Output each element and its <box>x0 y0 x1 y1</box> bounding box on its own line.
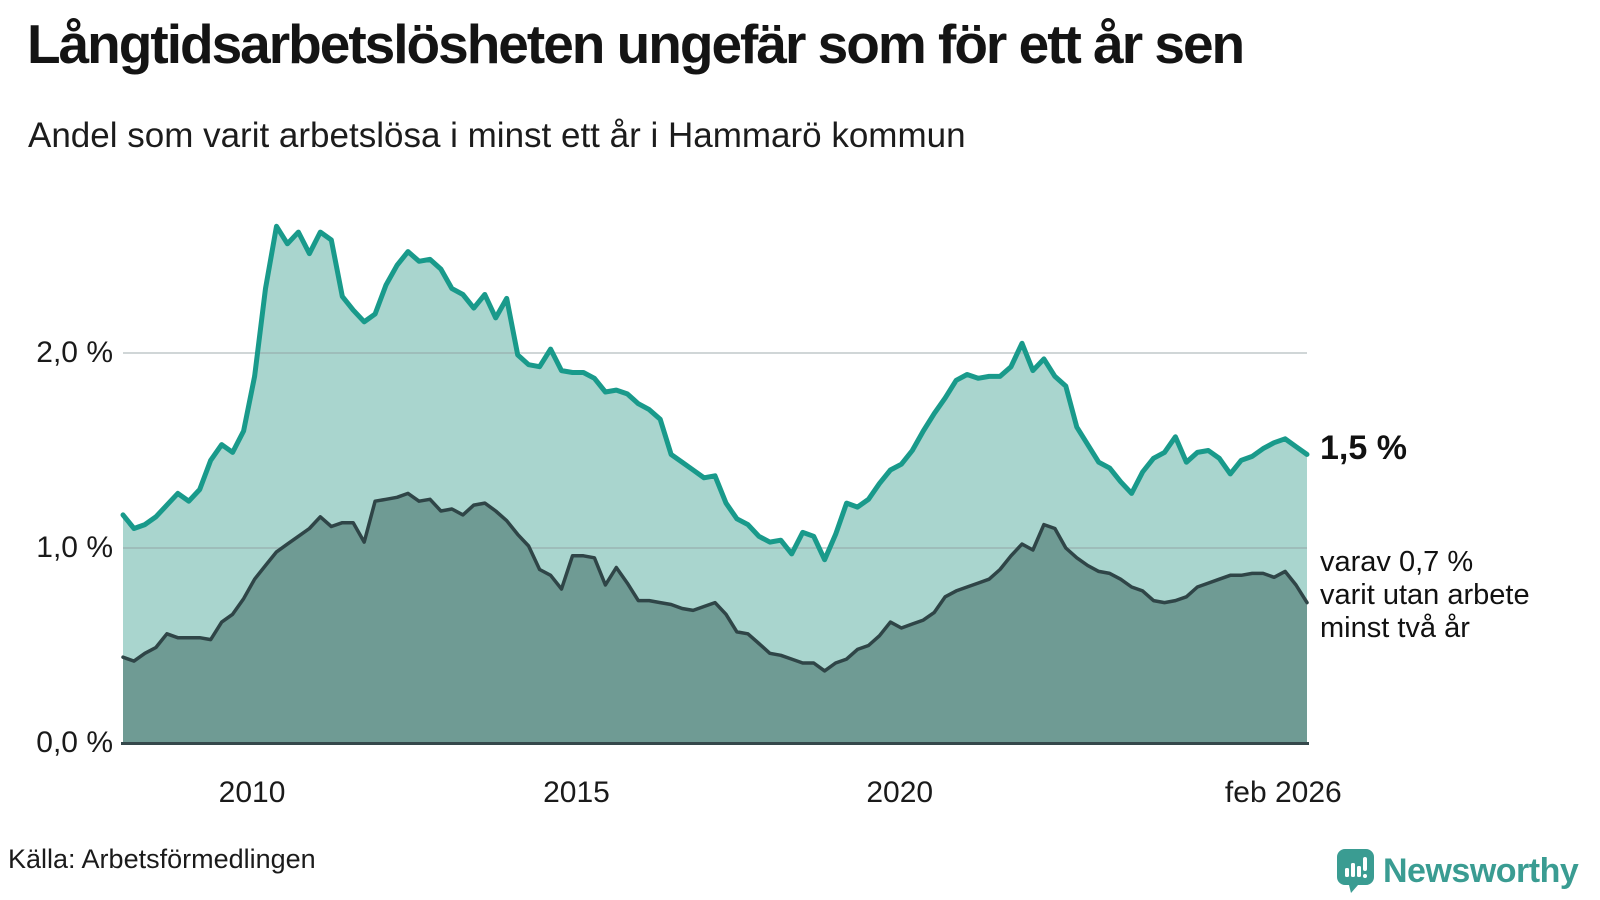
x-tick-label: feb 2026 <box>1224 776 1342 809</box>
subset-series-line <box>121 491 1309 673</box>
page-subtitle: Andel som varit arbetslösa i minst ett å… <box>28 116 966 155</box>
newsworthy-branding: Newsworthy <box>1337 849 1579 893</box>
subset-end-line-1: varav 0,7 % <box>1320 546 1474 578</box>
y-tick-label: 1,0 % <box>36 531 113 564</box>
y-tick-label: 0,0 % <box>36 726 113 759</box>
total-series-line <box>120 223 1310 563</box>
subset-end-line-3: minst två år <box>1320 612 1470 644</box>
x-tick-label: 2010 <box>218 776 286 809</box>
subset-end-line-2: varit utan arbete <box>1320 579 1530 611</box>
x-tick-label: 2015 <box>543 776 610 809</box>
source-note: Källa: Arbetsförmedlingen <box>8 844 316 874</box>
page-title: Långtidsarbetslösheten ungefär som för e… <box>27 13 1245 75</box>
newsworthy-logo-text: Newsworthy <box>1383 851 1579 890</box>
total-end-value-label: 1,5 % <box>1320 429 1407 467</box>
y-tick-label: 2,0 % <box>36 336 113 369</box>
x-tick-label: 2020 <box>866 776 934 809</box>
subset-end-value-label: varav 0,7 % varit utan arbete minst två … <box>1320 546 1530 645</box>
newsworthy-speech-bubble-bar-chart-icon <box>1337 849 1374 893</box>
